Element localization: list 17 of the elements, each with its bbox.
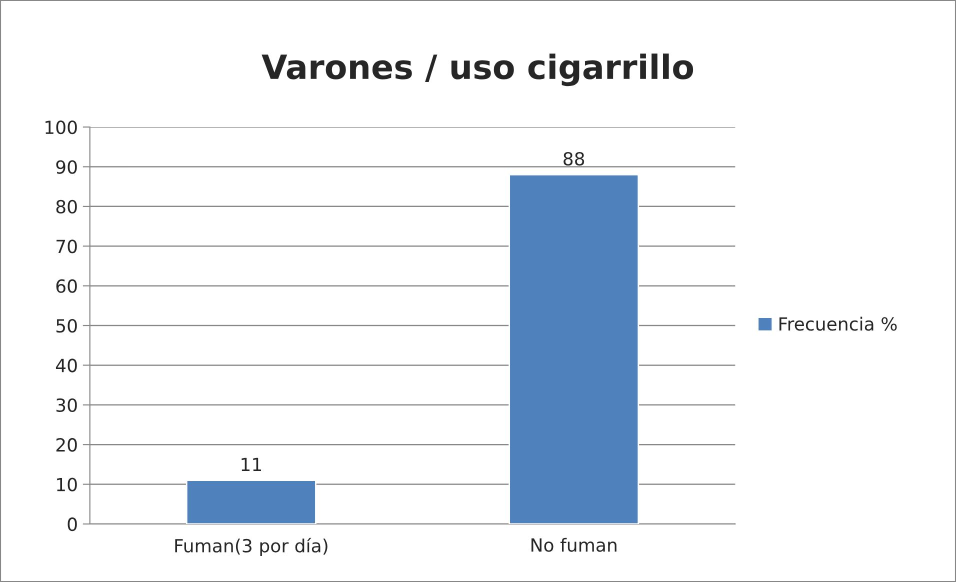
y-tick-label: 90 [56, 160, 77, 174]
y-tick-label: 70 [56, 240, 77, 254]
y-tick-label: 30 [56, 398, 77, 412]
y-tick-label: 10 [57, 478, 77, 492]
y-tick-label: 0 [68, 517, 77, 532]
chart-title: Varones / uso cigarrillo [262, 54, 694, 86]
data-label: 11 [242, 458, 262, 471]
y-tick-label: 50 [56, 318, 77, 333]
y-tick-label: 40 [56, 358, 77, 372]
x-tick-label: Fuman(3 por día) [175, 538, 328, 556]
legend-label: Frecuencia % [780, 316, 897, 331]
y-tick-label: 20 [56, 438, 77, 452]
data-label: 88 [564, 152, 584, 166]
y-tick-label: 100 [46, 120, 77, 134]
y-tick-label: 60 [56, 279, 77, 293]
y-tick-label: 80 [56, 200, 77, 214]
x-tick-label: No fuman [532, 538, 616, 552]
